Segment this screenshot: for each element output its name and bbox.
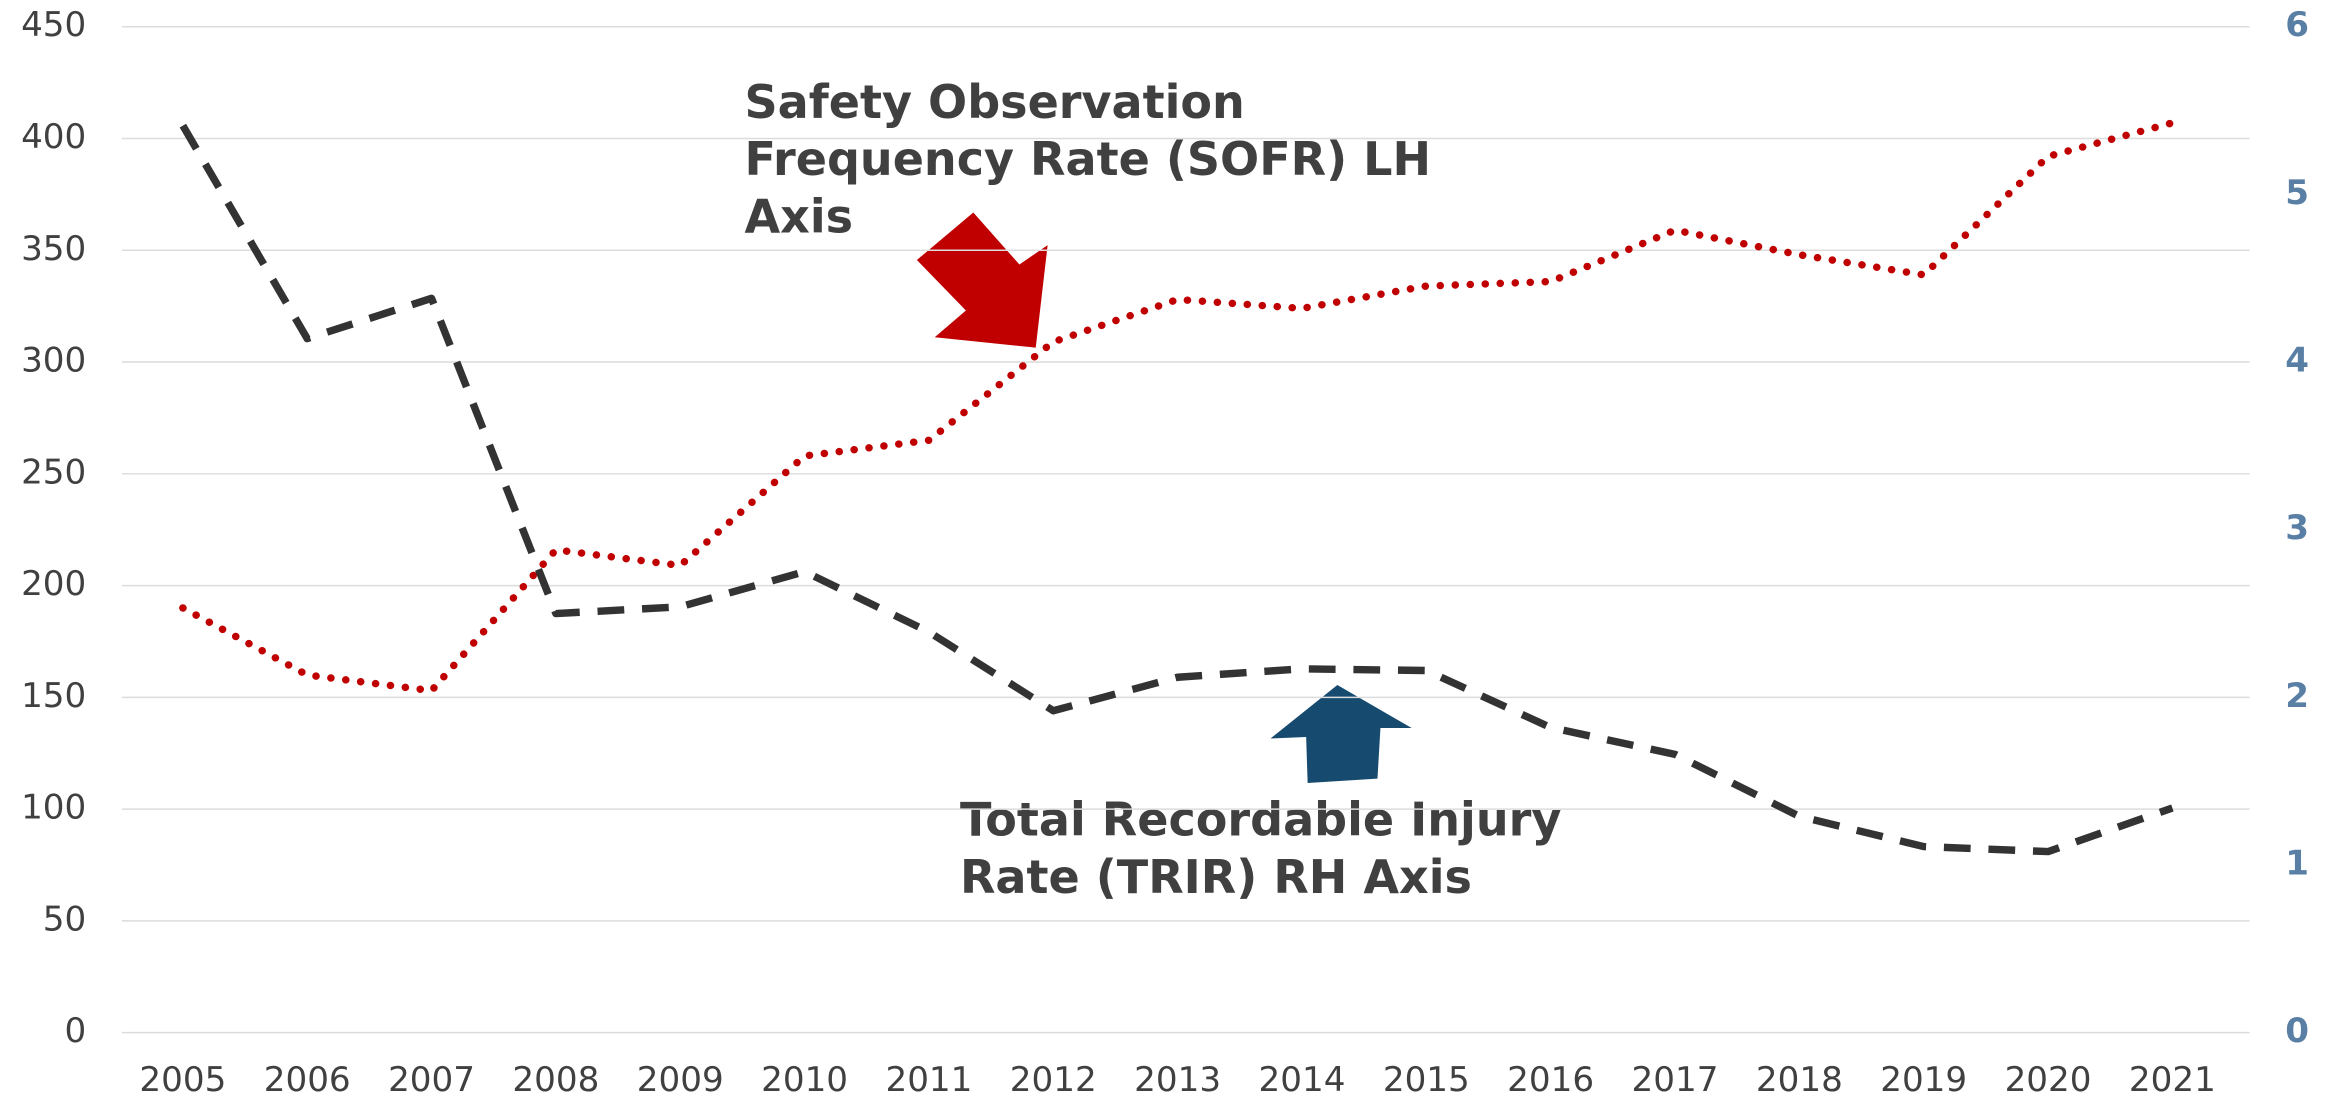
series-line [179, 123, 2174, 856]
annotation-line: Total Recordable Injury [960, 793, 1561, 847]
y-tick-label: 50 [43, 899, 86, 939]
y-tick-label: 150 [21, 676, 86, 716]
trir-arrow [1270, 684, 1412, 784]
y2-tick-label: 2 [2285, 676, 2309, 716]
x-tick-label: 2009 [637, 1060, 724, 1100]
annotation-line: Frequency Rate (SOFR) LH [745, 132, 1432, 186]
x-tick-label: 2012 [1010, 1060, 1097, 1100]
y-tick-label: 0 [65, 1011, 87, 1051]
x-tick-label: 2014 [1259, 1060, 1346, 1100]
series-line [179, 119, 2177, 695]
y2-tick-label: 6 [2285, 5, 2309, 45]
y-tick-label: 400 [21, 117, 86, 157]
y-tick-label: 300 [21, 341, 86, 381]
x-tick-label: 2013 [1134, 1060, 1221, 1100]
annotation-line: Axis [745, 189, 854, 243]
y2-tick-label: 5 [2285, 173, 2309, 213]
y2-tick-label: 1 [2285, 844, 2309, 884]
y2-tick-label: 3 [2285, 508, 2309, 548]
x-tick-label: 2020 [2005, 1060, 2092, 1100]
y2-tick-label: 0 [2285, 1011, 2309, 1051]
y-tick-label: 350 [21, 229, 86, 269]
x-tick-label: 2008 [512, 1060, 599, 1100]
x-tick-label: 2018 [1756, 1060, 1843, 1100]
y-tick-label: 450 [21, 5, 86, 45]
sofr-arrow [916, 212, 1048, 348]
y-tick-label: 100 [21, 788, 86, 828]
x-tick-label: 2015 [1383, 1060, 1470, 1100]
y-tick-label: 250 [21, 452, 86, 492]
x-tick-label: 2021 [2129, 1060, 2216, 1100]
annotation-line: Rate (TRIR) RH Axis [960, 850, 1472, 904]
x-tick-label: 2007 [388, 1060, 475, 1100]
x-tick-label: 2019 [1880, 1060, 1967, 1100]
annotation-line: Safety Observation [745, 75, 1245, 129]
x-tick-label: 2010 [761, 1060, 848, 1100]
x-tick-label: 2017 [1632, 1060, 1719, 1100]
x-tick-label: 2005 [139, 1060, 226, 1100]
y2-tick-label: 4 [2285, 341, 2309, 381]
x-tick-label: 2006 [264, 1060, 351, 1100]
y-tick-label: 200 [21, 564, 86, 604]
x-tick-label: 2016 [1507, 1060, 1594, 1100]
x-tick-label: 2011 [885, 1060, 972, 1100]
